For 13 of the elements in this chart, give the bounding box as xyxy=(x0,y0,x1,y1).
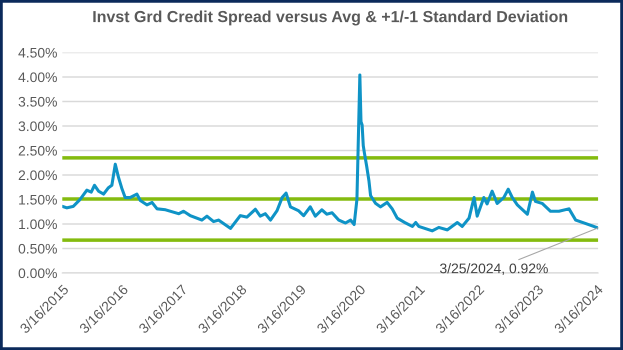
y-tick-label: 3.00% xyxy=(18,121,57,132)
y-tick-label: 4.50% xyxy=(18,48,57,58)
y-tick-label: 4.00% xyxy=(18,72,57,82)
y-tick-label: 1.00% xyxy=(19,219,57,230)
y-tick-label: 1.50% xyxy=(19,194,57,205)
line-series xyxy=(62,74,598,232)
annotation: 3/25/2024, 0.92% xyxy=(440,263,548,275)
chart-title: Invst Grd Credit Spread versus Avg & +1/-1 Standard Deviation xyxy=(93,10,568,26)
y-tick-label: 2.50% xyxy=(18,146,57,156)
y-tick-label: 3.50% xyxy=(18,96,57,107)
y-tick-label: 0.00% xyxy=(18,268,57,278)
y-tick-label: 0.50% xyxy=(18,244,57,254)
y-tick-label: 2.00% xyxy=(18,170,57,180)
